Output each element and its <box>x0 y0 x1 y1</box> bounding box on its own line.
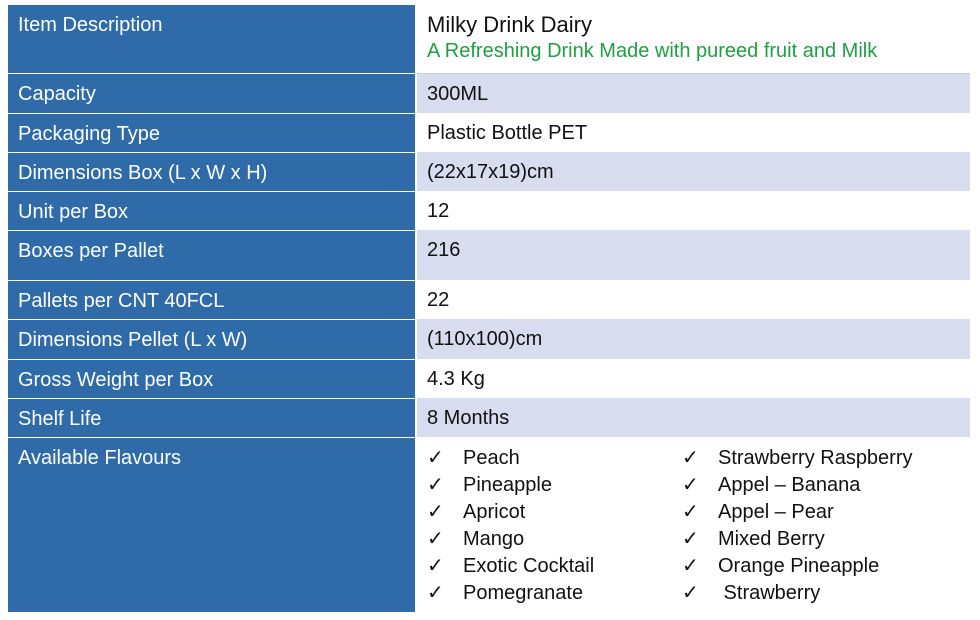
table-row: Shelf Life 8 Months <box>8 398 970 438</box>
list-item: ✓ Apricot <box>427 499 682 525</box>
row-value: 4.3 Kg <box>416 359 970 398</box>
flavour-list: ✓ Peach ✓ Strawberry Raspberry ✓ Pineapple … <box>416 437 970 612</box>
list-item: ✓ Appel – Pear <box>682 499 937 525</box>
list-item: ✓ Orange Pineapple <box>682 553 937 579</box>
list-item: ✓ Strawberry Raspberry <box>682 445 937 471</box>
table-row: Available Flavours ✓ Peach ✓ Strawberry Ra… <box>8 437 970 613</box>
table-row: Packaging Type Plastic Bottle PET <box>8 113 970 153</box>
row-value: (22x17x19)cm <box>416 152 970 191</box>
row-label: Packaging Type <box>8 113 417 153</box>
row-label: Gross Weight per Box <box>8 359 417 399</box>
list-item: ✓ Pomegranate <box>427 580 682 606</box>
row-value: 22 <box>416 280 970 319</box>
flavour-name: Peach <box>463 447 520 469</box>
check-icon: ✓ <box>427 501 444 523</box>
table-row: Dimensions Pellet (L x W) (110x100)cm <box>8 319 970 360</box>
row-value: (110x100)cm <box>416 319 970 359</box>
row-value: 12 <box>416 191 970 230</box>
row-label: Boxes per Pallet <box>8 230 417 281</box>
flavour-name: Orange Pineapple <box>718 555 880 577</box>
check-icon: ✓ <box>682 528 699 550</box>
check-icon: ✓ <box>427 582 444 604</box>
check-icon: ✓ <box>682 447 699 469</box>
row-label: Dimensions Box (L x W x H) <box>8 152 417 192</box>
list-item: ✓ Mango <box>427 526 682 552</box>
product-title: Milky Drink Dairy <box>427 12 592 37</box>
row-label: Dimensions Pellet (L x W) <box>8 319 417 360</box>
flavour-name: Strawberry <box>718 582 821 604</box>
flavour-name: Appel – Pear <box>718 501 834 523</box>
list-item: ✓ Strawberry <box>682 580 937 606</box>
flavour-name: Appel – Banana <box>718 474 861 496</box>
check-icon: ✓ <box>682 582 699 604</box>
table-row: Capacity 300ML <box>8 73 970 114</box>
flavour-name: Apricot <box>463 501 526 523</box>
flavour-name: Pomegranate <box>463 582 584 604</box>
check-icon: ✓ <box>682 555 699 577</box>
flavour-grid: ✓ Peach ✓ Strawberry Raspberry ✓ Pineapple … <box>427 445 960 606</box>
table-row: Gross Weight per Box 4.3 Kg <box>8 359 970 399</box>
list-item: ✓ Exotic Cocktail <box>427 553 682 579</box>
list-item: ✓ Mixed Berry <box>682 526 937 552</box>
table-row: Dimensions Box (L x W x H) (22x17x19)cm <box>8 152 970 192</box>
row-label: Item Description <box>8 5 417 74</box>
row-label: Unit per Box <box>8 191 417 231</box>
flavour-name: Exotic Cocktail <box>463 555 595 577</box>
spec-table: Item Description Milky Drink Dairy A Ref… <box>8 5 970 613</box>
flavour-name: Strawberry Raspberry <box>718 447 913 469</box>
flavour-name: Pineapple <box>463 474 552 496</box>
item-description: Milky Drink Dairy A Refreshing Drink Mad… <box>416 5 970 74</box>
list-item: ✓ Pineapple <box>427 472 682 498</box>
check-icon: ✓ <box>427 555 444 577</box>
flavour-name: Mango <box>463 528 525 550</box>
table-row: Pallets per CNT 40FCL 22 <box>8 280 970 320</box>
list-item: ✓ Appel – Banana <box>682 472 937 498</box>
row-label: Available Flavours <box>8 437 417 613</box>
row-label: Shelf Life <box>8 398 417 438</box>
row-value: Plastic Bottle PET <box>416 113 970 152</box>
row-label: Capacity <box>8 73 417 114</box>
table-row: Boxes per Pallet 216 <box>8 230 970 281</box>
row-value: 216 <box>416 230 970 280</box>
table-row: Unit per Box 12 <box>8 191 970 231</box>
check-icon: ✓ <box>427 528 444 550</box>
check-icon: ✓ <box>427 474 444 496</box>
check-icon: ✓ <box>427 447 444 469</box>
check-icon: ✓ <box>682 474 699 496</box>
product-subtitle: A Refreshing Drink Made with pureed frui… <box>427 40 878 62</box>
table-row: Item Description Milky Drink Dairy A Ref… <box>8 5 970 74</box>
row-value: 8 Months <box>416 398 970 437</box>
list-item: ✓ Peach <box>427 445 682 471</box>
row-label: Pallets per CNT 40FCL <box>8 280 417 320</box>
flavour-name: Mixed Berry <box>718 528 825 550</box>
row-value: 300ML <box>416 73 970 113</box>
check-icon: ✓ <box>682 501 699 523</box>
